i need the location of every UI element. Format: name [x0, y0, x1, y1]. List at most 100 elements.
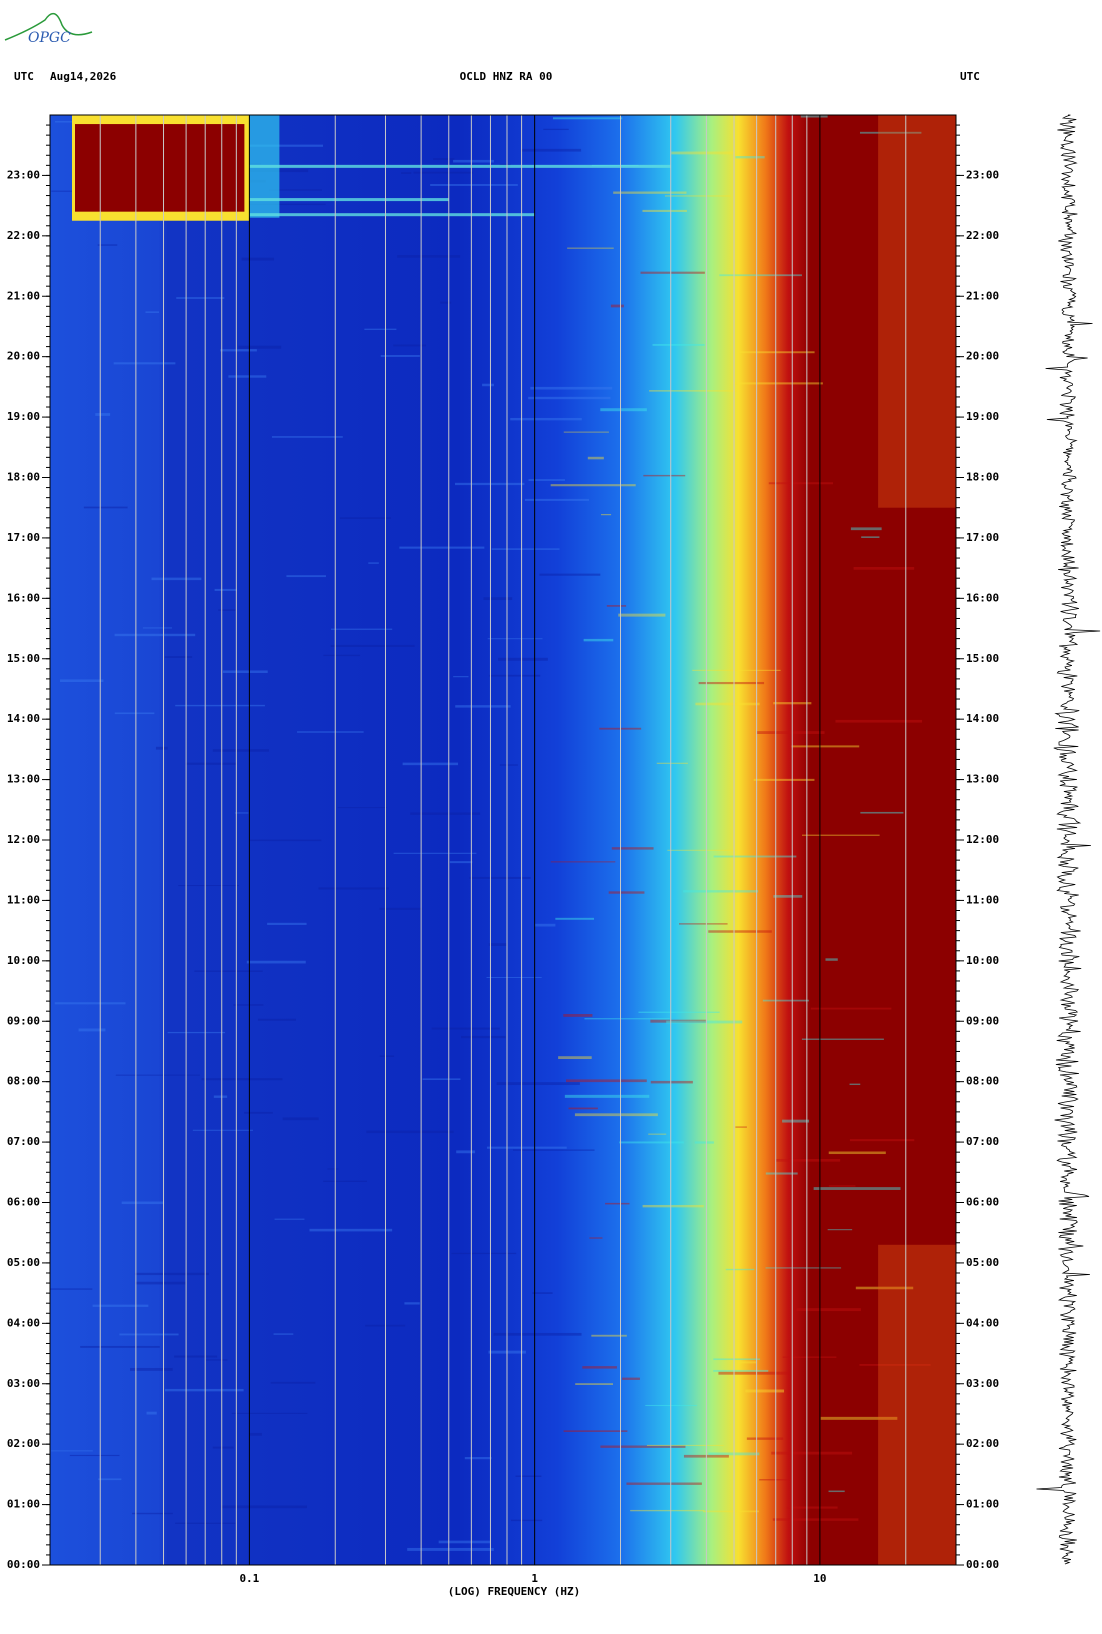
spectrogram-texture: [155, 746, 168, 750]
y-tick-label: 04:00: [7, 1316, 40, 1329]
y-tick-label: 19:00: [966, 410, 999, 423]
spectrogram-texture: [134, 1272, 209, 1276]
spectrogram-texture: [753, 778, 815, 781]
spectrogram-texture: [237, 203, 326, 206]
spectrogram-texture: [309, 1228, 393, 1232]
spectrogram-texture: [564, 1094, 650, 1098]
spectrogram-texture: [486, 1146, 567, 1149]
spectrogram-texture: [768, 482, 834, 485]
spectrogram-texture: [410, 812, 481, 815]
spectrogram-texture: [119, 1333, 179, 1336]
y-tick-label: 15:00: [966, 652, 999, 665]
spectrogram-texture: [438, 1540, 491, 1544]
y-tick-label: 13:00: [7, 773, 40, 786]
spectrogram-texture: [379, 1055, 395, 1057]
spectrogram-texture: [185, 762, 238, 765]
spectrogram-texture: [550, 484, 636, 487]
spectrogram-texture: [667, 849, 738, 851]
spectrogram-texture: [737, 1361, 757, 1364]
spectrogram-texture: [456, 1150, 476, 1154]
spectrogram-texture: [499, 764, 518, 766]
spectrogram-texture: [813, 1187, 901, 1190]
spectrogram-texture: [92, 1304, 149, 1307]
spectrogram-texture: [151, 577, 202, 581]
right-label: UTC: [960, 70, 980, 83]
spectrogram-texture: [366, 1130, 454, 1134]
y-tick-label: 17:00: [7, 531, 40, 544]
y-tick-label: 04:00: [966, 1316, 999, 1329]
spectrogram-texture: [739, 351, 815, 354]
spectrogram-texture: [51, 1450, 93, 1452]
spectrogram: [50, 115, 956, 1565]
spectrogram-texture: [827, 1229, 853, 1231]
spectrogram-texture: [228, 375, 267, 378]
y-tick-label: 08:00: [7, 1075, 40, 1088]
y-tick-label: 16:00: [7, 591, 40, 604]
spectrogram-texture: [646, 1444, 724, 1447]
spectrogram-texture: [249, 1432, 262, 1436]
logo: OPGC: [28, 30, 71, 46]
spectrogram-texture: [648, 1133, 667, 1135]
y-tick-label: 06:00: [7, 1196, 40, 1209]
spectrogram-texture: [234, 812, 249, 814]
y-tick-label: 07:00: [966, 1135, 999, 1148]
spectrogram-texture: [393, 852, 477, 854]
spectrogram-texture: [83, 506, 128, 509]
spectrogram-texture: [796, 1308, 861, 1312]
spectrogram-texture: [630, 1509, 705, 1512]
spectrogram-texture: [488, 943, 507, 946]
spectrogram-texture: [642, 209, 687, 212]
spectrogram-texture: [606, 605, 627, 607]
spectrogram-texture: [849, 1083, 861, 1086]
spectrogram-texture: [622, 1377, 640, 1380]
y-tick-label: 14:00: [966, 712, 999, 725]
x-tick-label: 1: [531, 1572, 538, 1585]
spectrogram-texture: [640, 271, 705, 274]
spectrogram-texture: [491, 548, 560, 550]
spectrogram-texture: [582, 1366, 617, 1369]
spectrogram-texture: [244, 1111, 273, 1114]
spectrogram-texture: [146, 1411, 157, 1415]
spectrogram-texture: [487, 638, 543, 640]
y-tick-label: 23:00: [7, 168, 40, 181]
spectrogram-texture: [583, 638, 614, 642]
spectrogram-texture: [218, 609, 236, 611]
spectrogram-event: [249, 213, 535, 217]
spectrogram-event: [75, 124, 245, 212]
spectrogram-texture: [703, 1510, 759, 1513]
spectrogram-texture: [735, 156, 765, 159]
spectrogram-texture: [461, 1035, 506, 1039]
spectrogram-texture: [205, 1359, 228, 1361]
spectrogram-texture: [80, 1345, 160, 1348]
spectrogram-texture: [380, 355, 420, 357]
spectrogram-texture: [650, 1019, 707, 1023]
y-tick-label: 21:00: [7, 289, 40, 302]
spectrogram-texture: [433, 158, 455, 160]
spectrogram-texture: [713, 1358, 761, 1361]
spectrogram-texture: [440, 301, 452, 304]
spectrogram-texture: [231, 1412, 308, 1414]
spectrogram-texture: [201, 1078, 283, 1081]
y-tick-label: 00:00: [966, 1558, 999, 1571]
spectrogram-texture: [771, 1451, 853, 1455]
spectrogram-texture: [650, 1080, 693, 1084]
spectrogram-texture: [613, 191, 687, 194]
spectrogram-texture: [214, 588, 237, 591]
spectrogram-texture: [550, 861, 616, 863]
y-tick-label: 18:00: [7, 471, 40, 484]
spectrogram-texture: [683, 890, 759, 893]
spectrogram-texture: [55, 121, 73, 123]
y-tick-label: 13:00: [966, 773, 999, 786]
spectrogram-texture: [530, 386, 613, 390]
spectrogram-texture: [142, 627, 172, 629]
spectrogram-texture: [574, 1113, 658, 1117]
y-tick-label: 19:00: [7, 410, 40, 423]
spectrogram-texture: [605, 1202, 630, 1205]
spectrogram-texture: [167, 1031, 226, 1034]
spectrogram-texture: [132, 1512, 173, 1515]
spectrogram-texture: [626, 1482, 702, 1485]
y-tick-label: 09:00: [966, 1014, 999, 1027]
spectrogram-texture: [165, 1388, 244, 1392]
spectrogram-texture: [762, 999, 809, 1002]
spectrogram-texture: [212, 749, 270, 752]
